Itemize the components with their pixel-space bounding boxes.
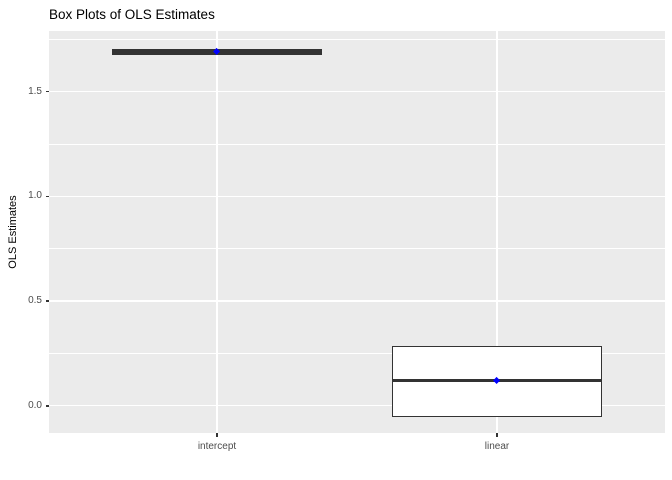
gridline-major-y bbox=[49, 300, 665, 302]
gridline-minor-y bbox=[49, 143, 665, 145]
gridline-major-x bbox=[496, 31, 498, 433]
y-tick bbox=[45, 90, 49, 93]
gridline-major-y bbox=[49, 91, 665, 93]
gridline-minor-y bbox=[49, 39, 665, 40]
gridline-minor-y bbox=[49, 248, 665, 250]
y-tick-label: 1.0 bbox=[28, 190, 42, 202]
x-category-label: intercept bbox=[197, 441, 237, 452]
y-tick bbox=[45, 300, 49, 302]
gridline-major-x bbox=[216, 31, 218, 433]
gridline-major-y bbox=[49, 405, 665, 407]
x-category-label: linear bbox=[484, 441, 510, 452]
x-tick bbox=[496, 433, 498, 437]
gridline-major-y bbox=[49, 195, 665, 198]
plot-panel bbox=[49, 31, 665, 433]
y-tick bbox=[45, 405, 49, 407]
chart-title: Box Plots of OLS Estimates bbox=[49, 7, 215, 22]
y-tick-label: 0.0 bbox=[28, 399, 42, 411]
y-tick-label: 0.5 bbox=[28, 295, 42, 307]
gridline-minor-y bbox=[49, 353, 665, 354]
x-tick bbox=[216, 433, 218, 437]
y-tick bbox=[45, 195, 49, 198]
y-tick-label: 1.5 bbox=[28, 85, 42, 97]
